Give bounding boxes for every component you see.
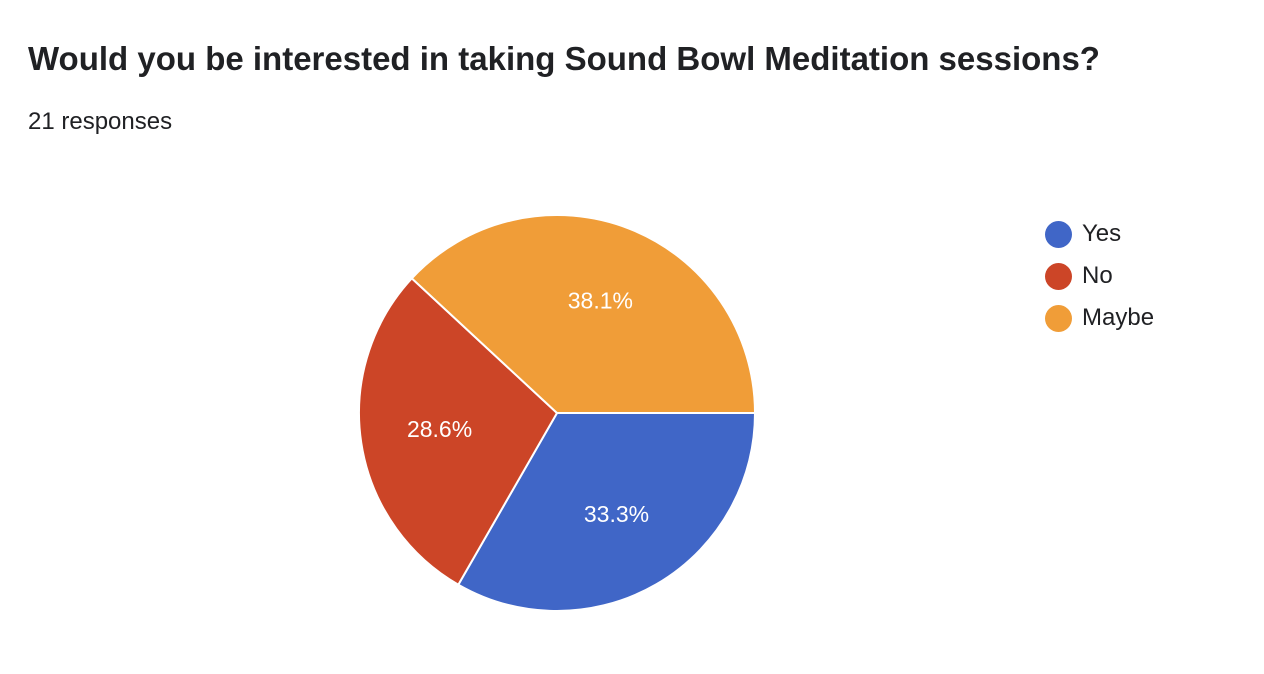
legend-swatch-icon xyxy=(1045,262,1072,290)
slice-label-maybe: 38.1% xyxy=(568,287,633,313)
legend-swatch-icon xyxy=(1045,304,1072,332)
pie-slice-yes[interactable] xyxy=(456,412,757,612)
pie-slice-labels: 33.3% 28.6% 38.1% xyxy=(407,287,649,526)
legend-label: No xyxy=(1082,262,1113,289)
slice-label-no: 28.6% xyxy=(407,416,472,442)
slice-label-yes: 33.3% xyxy=(584,501,649,527)
pie-slice-no[interactable] xyxy=(358,276,559,587)
legend-item-maybe[interactable]: Maybe xyxy=(1045,297,1154,339)
chart-legend: Yes No Maybe xyxy=(1045,213,1154,339)
legend-label: Yes xyxy=(1082,220,1122,247)
legend-swatch-icon xyxy=(1045,220,1072,248)
pie-slices xyxy=(358,214,757,612)
response-count: 21 responses xyxy=(28,108,173,135)
pie-slice-maybe[interactable] xyxy=(410,214,757,414)
legend-label: Maybe xyxy=(1082,304,1155,331)
legend-item-no[interactable]: No xyxy=(1045,255,1154,297)
question-title: Would you be interested in taking Sound … xyxy=(28,40,1100,77)
legend-item-yes[interactable]: Yes xyxy=(1045,213,1154,255)
